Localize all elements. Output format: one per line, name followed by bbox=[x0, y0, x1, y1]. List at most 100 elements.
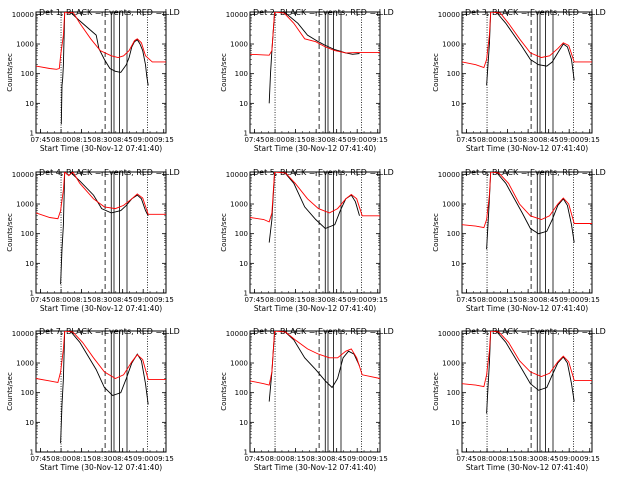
plot-title: Det 4, BLACK = Events, RED = LLD bbox=[39, 168, 180, 177]
y-tick-label: 10000 bbox=[12, 171, 34, 179]
y-tick-label: 10000 bbox=[12, 11, 34, 19]
x-axis-label: Start Time (30-Nov-12 07:41:40) bbox=[40, 463, 162, 472]
series-lld-line bbox=[36, 172, 166, 220]
y-axis-label: Counts/sec bbox=[432, 213, 440, 252]
panel-det-7: Det 7, BLACK = Events, RED = LLD 1 10 100 10… bbox=[6, 327, 180, 472]
x-tick-label: 08:15 bbox=[72, 136, 92, 144]
y-tick-label: 1000 bbox=[442, 360, 460, 368]
x-tick-label: 08:30 bbox=[92, 296, 112, 304]
series-lld-line bbox=[462, 172, 592, 229]
y-tick-label: 10 bbox=[239, 100, 248, 108]
plot-frame bbox=[249, 11, 381, 134]
y-axis-label: Counts/sec bbox=[220, 372, 228, 411]
y-tick-label: 100 bbox=[447, 230, 460, 238]
x-tick-label: 08:45 bbox=[113, 136, 133, 144]
y-tick-label: 10000 bbox=[226, 330, 248, 338]
y-tick-label: 10000 bbox=[12, 330, 34, 338]
x-tick-label: 09:00 bbox=[133, 136, 153, 144]
x-tick-label: 08:30 bbox=[92, 136, 112, 144]
panel-det-3: Det 3, BLACK = Events, RED = LLD 1 10 100 10… bbox=[432, 8, 606, 153]
series-lld-line bbox=[462, 12, 592, 69]
x-tick-label: 09:15 bbox=[154, 455, 174, 463]
x-tick-label: 09:15 bbox=[154, 296, 174, 304]
x-tick-label: 08:15 bbox=[286, 296, 306, 304]
x-tick-label: 08:45 bbox=[539, 296, 559, 304]
y-tick-label: 10000 bbox=[438, 330, 460, 338]
x-tick-label: 08:00 bbox=[265, 296, 285, 304]
plot-title: Det 8, BLACK = Events, RED = LLD bbox=[253, 327, 394, 336]
x-axis-label: Start Time (30-Nov-12 07:41:40) bbox=[254, 144, 376, 153]
x-tick-label: 09:00 bbox=[347, 136, 367, 144]
series-events-line bbox=[486, 172, 575, 250]
x-axis-label: Start Time (30-Nov-12 07:41:40) bbox=[466, 463, 588, 472]
x-tick-label: 09:15 bbox=[580, 455, 600, 463]
y-tick-label: 1 bbox=[456, 449, 460, 457]
plot-frame bbox=[249, 330, 381, 453]
x-tick-label: 08:30 bbox=[518, 455, 538, 463]
y-tick-label: 100 bbox=[447, 70, 460, 78]
x-axis-label: Start Time (30-Nov-12 07:41:40) bbox=[466, 144, 588, 153]
x-tick-label: 07:45 bbox=[244, 296, 264, 304]
series-lld-line bbox=[462, 331, 592, 388]
x-tick-label: 07:45 bbox=[30, 296, 50, 304]
panel-det-8: Det 8, BLACK = Events, RED = LLD 1 10 100 10… bbox=[220, 327, 394, 472]
y-tick-label: 1000 bbox=[230, 201, 248, 209]
series-events-line bbox=[60, 172, 149, 285]
x-tick-label: 08:15 bbox=[72, 296, 92, 304]
y-tick-label: 100 bbox=[235, 230, 248, 238]
series-events-line bbox=[486, 12, 575, 86]
x-tick-label: 09:15 bbox=[580, 136, 600, 144]
x-tick-label: 09:15 bbox=[580, 296, 600, 304]
y-tick-label: 1 bbox=[456, 130, 460, 138]
x-tick-label: 08:45 bbox=[539, 455, 559, 463]
x-tick-label: 08:00 bbox=[265, 455, 285, 463]
series-events-line bbox=[268, 172, 360, 243]
y-tick-label: 100 bbox=[21, 70, 34, 78]
x-axis-label: Start Time (30-Nov-12 07:41:40) bbox=[40, 304, 162, 313]
panel-det-6: Det 6, BLACK = Events, RED = LLD 1 10 100 10… bbox=[432, 168, 606, 313]
x-tick-label: 09:15 bbox=[154, 136, 174, 144]
y-tick-label: 1000 bbox=[16, 41, 34, 49]
x-tick-label: 07:45 bbox=[244, 136, 264, 144]
y-tick-label: 10 bbox=[25, 260, 34, 268]
y-tick-label: 1 bbox=[456, 290, 460, 298]
y-tick-label: 1000 bbox=[230, 360, 248, 368]
x-tick-label: 09:15 bbox=[368, 296, 388, 304]
plot-frame bbox=[461, 171, 593, 294]
x-tick-label: 09:00 bbox=[559, 136, 579, 144]
series-events-line bbox=[268, 331, 360, 402]
x-tick-label: 08:15 bbox=[498, 455, 518, 463]
x-tick-label: 07:45 bbox=[244, 455, 264, 463]
panel-det-9: Det 9, BLACK = Events, RED = LLD 1 10 100 10… bbox=[432, 327, 606, 472]
x-tick-label: 08:00 bbox=[51, 136, 71, 144]
y-tick-label: 10 bbox=[451, 260, 460, 268]
plot-frame bbox=[249, 171, 381, 294]
y-axis-label: Counts/sec bbox=[220, 53, 228, 92]
y-tick-label: 1 bbox=[244, 449, 248, 457]
x-tick-label: 09:00 bbox=[559, 455, 579, 463]
x-tick-label: 08:00 bbox=[477, 136, 497, 144]
plot-title: Det 1, BLACK = Events, RED = LLD bbox=[39, 8, 180, 17]
x-axis-label: Start Time (30-Nov-12 07:41:40) bbox=[466, 304, 588, 313]
x-tick-label: 08:15 bbox=[498, 136, 518, 144]
x-tick-label: 09:00 bbox=[347, 455, 367, 463]
y-tick-label: 1 bbox=[244, 130, 248, 138]
y-axis-label: Counts/sec bbox=[432, 372, 440, 411]
y-tick-label: 10000 bbox=[438, 11, 460, 19]
y-tick-label: 100 bbox=[21, 230, 34, 238]
x-tick-label: 07:45 bbox=[456, 296, 476, 304]
plot-frame bbox=[35, 11, 167, 134]
series-lld-line bbox=[250, 12, 380, 56]
series-lld-line bbox=[36, 12, 166, 70]
plot-frame bbox=[35, 330, 167, 453]
plot-frame bbox=[461, 11, 593, 134]
plot-title: Det 2, BLACK = Events, RED = LLD bbox=[253, 8, 394, 17]
y-tick-label: 1000 bbox=[230, 41, 248, 49]
x-tick-label: 08:45 bbox=[539, 136, 559, 144]
x-tick-label: 08:45 bbox=[327, 136, 347, 144]
y-tick-label: 1000 bbox=[442, 41, 460, 49]
y-tick-label: 10 bbox=[239, 260, 248, 268]
series-lld-line bbox=[250, 331, 380, 386]
x-tick-label: 08:30 bbox=[518, 296, 538, 304]
x-tick-label: 08:15 bbox=[286, 455, 306, 463]
